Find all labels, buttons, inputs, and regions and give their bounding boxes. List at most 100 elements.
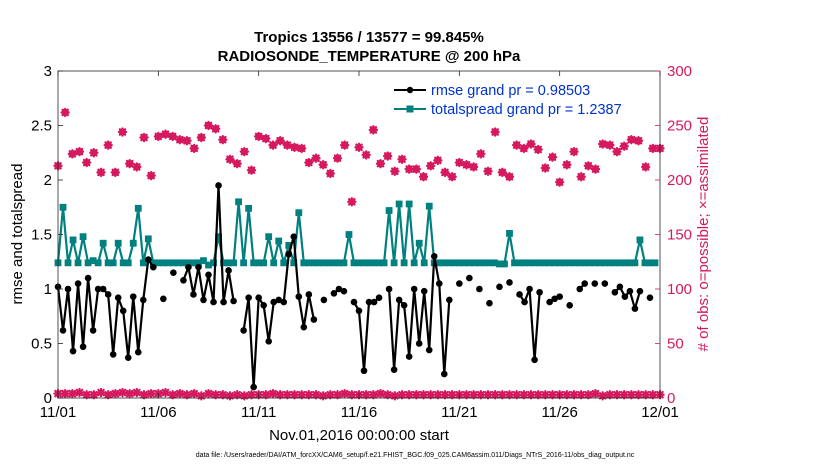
rmse-point: [285, 250, 293, 258]
obs-assimilated-point-upper: [74, 146, 85, 157]
spread-point: [205, 261, 212, 269]
rmse-point: [99, 285, 107, 293]
y-axis-label-right: # of obs: o=possible; ×=assimilated: [695, 117, 712, 352]
x-tick-label: 12/01: [641, 404, 679, 421]
spread-point: [104, 259, 112, 267]
spread-point: [506, 230, 513, 237]
obs-assimilated-point: [382, 390, 393, 400]
obs-assimilated-point: [605, 390, 615, 400]
rmse-point: [385, 285, 393, 293]
spread-point: [280, 259, 288, 267]
data-file-footnote: data file: /Users/raeder/DAI/ATM_forcXX/…: [195, 452, 635, 459]
spread-point: [521, 259, 528, 267]
rmse-point: [265, 338, 273, 345]
obs-assimilated-point-upper: [404, 164, 414, 174]
spread-point: [400, 259, 408, 267]
obs-assimilated-point-upper: [182, 136, 192, 146]
spread-point: [531, 259, 538, 267]
spread-point: [370, 259, 378, 267]
rmse-point: [190, 291, 197, 298]
spread-point: [445, 259, 453, 267]
spread-point: [84, 259, 92, 267]
rmse-point: [205, 271, 212, 279]
x-tick-label: 11/11: [241, 404, 276, 421]
obs-assimilated-point: [103, 390, 113, 400]
spread-point: [330, 259, 338, 267]
spread-point: [315, 259, 323, 267]
spread-point: [405, 200, 413, 208]
rmse-point: [425, 346, 433, 354]
x-axis-label: Nov.01,2016 00:00:00 start: [269, 427, 450, 444]
spread-point: [129, 239, 137, 247]
spread-point: [596, 259, 604, 267]
obs-assimilated-point-upper: [96, 167, 106, 178]
rmse-point: [566, 302, 573, 309]
y-tick-label-left: 0: [44, 390, 52, 407]
spread-point: [180, 259, 187, 267]
obs-assimilated-point-upper: [275, 136, 285, 146]
obs-assimilated-point-upper: [533, 144, 543, 155]
x-tick-label: 11/06: [140, 404, 176, 421]
obs-assimilated-point: [497, 390, 508, 400]
rmse-point: [476, 285, 483, 293]
spread-point: [435, 259, 443, 267]
spread-point: [320, 259, 328, 267]
rmse-point: [440, 370, 448, 378]
rmse-point: [280, 298, 288, 306]
rmse-point: [195, 263, 202, 271]
obs-assimilated-point-upper: [526, 139, 536, 149]
obs-assimilated-point: [490, 390, 500, 400]
spread-point: [385, 207, 393, 214]
spread-point: [551, 259, 559, 267]
spread-point: [164, 259, 172, 267]
obs-assimilated-point-upper: [382, 151, 393, 161]
obs-assimilated-point-upper: [296, 143, 307, 154]
spread-point: [89, 257, 97, 265]
rmse-point: [94, 285, 102, 293]
y-tick-label-left: 3: [44, 63, 52, 80]
obs-assimilated-point: [375, 388, 386, 399]
obs-assimilated-point-upper: [239, 146, 250, 157]
y-tick-label-left: 1.5: [31, 227, 52, 244]
obs-assimilated-point: [117, 387, 128, 398]
rmse-point: [215, 182, 222, 189]
spread-point: [240, 259, 248, 267]
obs-assimilated-point: [440, 390, 450, 400]
spread-point: [270, 259, 278, 267]
legend-label-spread: totalspread grand pr = 1.2387: [431, 102, 622, 118]
spread-point: [94, 259, 102, 267]
obs-assimilated-point-upper: [67, 149, 78, 159]
spread-point: [651, 259, 659, 267]
obs-assimilated-point-upper: [490, 127, 500, 137]
obs-assimilated-point: [318, 391, 328, 401]
obs-assimilated-point-upper: [246, 165, 257, 175]
obs-assimilated-point-upper: [268, 140, 278, 150]
rmse-point: [270, 298, 278, 306]
rmse-point: [556, 293, 563, 300]
spread-point: [616, 259, 624, 267]
rmse-point: [616, 283, 624, 291]
y-axis-label-left: rmse and totalspread: [9, 164, 26, 305]
rmse-point: [446, 296, 453, 304]
rmse-point: [225, 267, 232, 274]
legend-box: [388, 77, 654, 121]
obs-assimilated-point-upper: [411, 164, 422, 174]
spread-point: [541, 259, 549, 267]
y-tick-label-right: 100: [667, 281, 692, 298]
rmse-point: [536, 288, 543, 296]
obs-assimilated-point: [124, 388, 135, 399]
spread-point: [591, 259, 599, 267]
spread-point: [59, 203, 67, 211]
obs-assimilated-point-upper: [418, 172, 429, 182]
obs-assimilated-point-upper: [153, 131, 164, 142]
obs-assimilated-point: [189, 388, 199, 399]
rmse-point: [551, 295, 558, 303]
y-tick-label-right: 0: [667, 390, 675, 407]
rmse-point: [180, 276, 187, 284]
obs-assimilated-point-upper: [590, 164, 601, 174]
obs-assimilated-point-upper: [311, 153, 321, 163]
obs-assimilated-point-upper: [519, 143, 529, 154]
obs-assimilated-point: [347, 390, 357, 400]
spread-point: [230, 259, 237, 267]
spread-point: [144, 235, 152, 243]
